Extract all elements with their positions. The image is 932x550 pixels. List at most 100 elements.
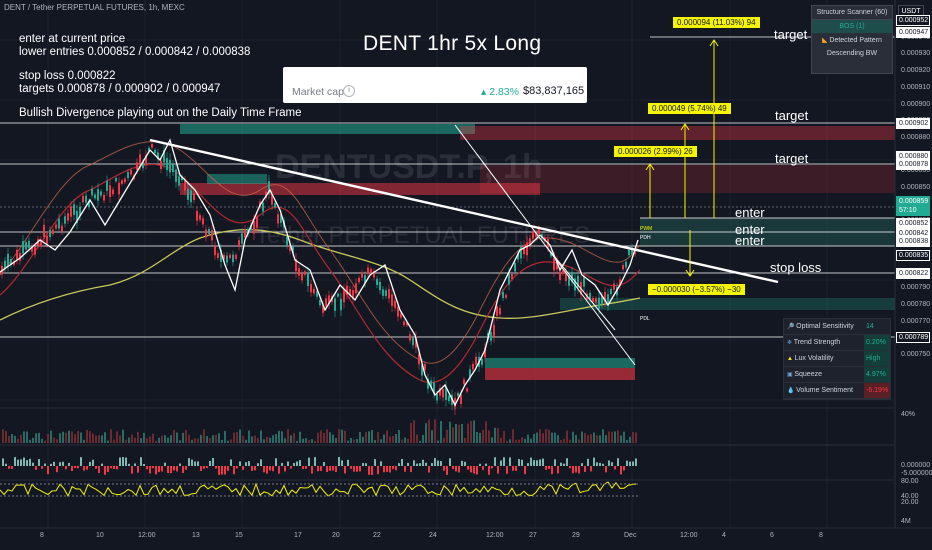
candle-body xyxy=(460,394,462,404)
volume-bar xyxy=(26,431,28,443)
candle-body xyxy=(319,300,321,306)
oscillator-bar xyxy=(512,466,514,471)
oscillator-bar xyxy=(389,466,391,473)
scanner-bos[interactable]: BOS (1) xyxy=(812,20,892,33)
volume-bar xyxy=(581,431,583,443)
candle-body xyxy=(7,253,9,266)
candle-body xyxy=(160,160,162,169)
candle-body xyxy=(607,294,609,306)
time-tick: Dec xyxy=(624,532,637,539)
oscillator-bar xyxy=(563,463,565,466)
oscillator-bar xyxy=(353,466,355,472)
candle-body xyxy=(61,225,63,232)
main-trendline xyxy=(149,138,779,284)
volume-bar xyxy=(596,435,598,443)
candle-body xyxy=(373,271,375,278)
candle-body xyxy=(532,232,534,239)
candle-body xyxy=(334,298,336,311)
volume-bar xyxy=(248,430,250,443)
candle-body xyxy=(352,290,354,299)
oscillator-bar xyxy=(194,461,196,466)
oscillator-bar xyxy=(47,466,49,475)
oscillator-bar xyxy=(95,466,97,469)
candle-body xyxy=(445,387,447,400)
market-cap-label: Market cap xyxy=(292,86,344,98)
oscillator-bar xyxy=(29,458,31,466)
time-tick: 4 xyxy=(722,532,726,539)
candle-body xyxy=(139,154,141,166)
oscillator-bar xyxy=(233,466,235,475)
candle-body xyxy=(115,178,117,182)
oscillator-bar xyxy=(572,466,574,474)
candle-body xyxy=(238,240,240,248)
time-tick: 29 xyxy=(572,532,580,539)
candle-body xyxy=(484,347,486,358)
oscillator-bar xyxy=(257,463,259,466)
candle-body xyxy=(205,229,207,238)
oscillator-bar xyxy=(536,460,538,466)
oscillator-name: Trend Strength xyxy=(793,339,841,346)
candle-body xyxy=(421,364,423,376)
oscillator-bar xyxy=(200,466,202,471)
candle-body xyxy=(118,182,120,195)
volume-bar xyxy=(185,430,187,443)
candle-body xyxy=(235,254,237,259)
candle-body xyxy=(601,296,603,305)
candle-body xyxy=(181,176,183,181)
candle-body xyxy=(559,271,561,280)
price-axis[interactable]: 0.0009500.0009400.0009300.0009200.000910… xyxy=(897,0,932,528)
volume-bar xyxy=(350,438,352,443)
volume-bar xyxy=(590,434,592,443)
oscillator-bar xyxy=(284,466,286,472)
candle-body xyxy=(103,194,105,201)
time-tick: 12:00 xyxy=(680,532,698,539)
oscillator-bar xyxy=(479,463,481,466)
oscillator-bar xyxy=(611,462,613,466)
oscillator-bar xyxy=(275,458,277,466)
oscillator-bar xyxy=(578,466,580,474)
time-tick: 12:00 xyxy=(138,532,156,539)
candle-body xyxy=(571,271,573,282)
volume-bar xyxy=(206,435,208,443)
volume-bar xyxy=(272,435,274,443)
candle-body xyxy=(556,260,558,270)
oscillator-value: 0.20% xyxy=(864,335,890,350)
candle-body xyxy=(463,379,465,385)
oscillator-bar xyxy=(365,463,367,466)
candle-body xyxy=(469,369,471,379)
volume-bar xyxy=(140,438,142,443)
oscillator-bar xyxy=(227,466,229,471)
candle-body xyxy=(214,246,216,256)
volume-bar xyxy=(8,435,10,443)
volume-bar xyxy=(338,429,340,443)
candle-body xyxy=(289,244,291,251)
time-tick: 22 xyxy=(373,532,381,539)
candle-body xyxy=(448,395,450,402)
time-axis[interactable]: 8 10 12:00 13 15 17 20 22 24 12:00 27 29 Dec 12:00 4 6 8 xyxy=(0,532,895,546)
oscillator-bar xyxy=(311,466,313,474)
structure-scanner-panel[interactable]: Structure Scanner (60) BOS (1) ◣ Detecte… xyxy=(811,5,893,74)
oscillator-bar xyxy=(206,466,208,469)
volume-bar xyxy=(437,440,439,443)
candle-body xyxy=(199,215,201,220)
price-tag: 0.000789 xyxy=(896,332,930,343)
volume-bar xyxy=(623,431,625,443)
volume-bar xyxy=(509,439,511,443)
oscillator-bar xyxy=(593,457,595,466)
oscillator-bar xyxy=(65,466,67,470)
oscillator-bar xyxy=(269,466,271,471)
volume-bar xyxy=(110,429,112,443)
oscillator-bar xyxy=(371,466,373,475)
volume-bar xyxy=(401,439,403,443)
oscillator-bar xyxy=(119,457,121,466)
oscillator-bar xyxy=(152,466,154,469)
oscillator-bar xyxy=(467,466,469,470)
oscillator-bar xyxy=(635,458,637,466)
drop-icon: 💧 xyxy=(787,388,797,394)
candle-body xyxy=(13,261,15,265)
volume-bar xyxy=(455,423,457,443)
oscillator-bar xyxy=(392,466,394,470)
oscillator-bar xyxy=(539,459,541,466)
oscillator-bar xyxy=(134,463,136,466)
